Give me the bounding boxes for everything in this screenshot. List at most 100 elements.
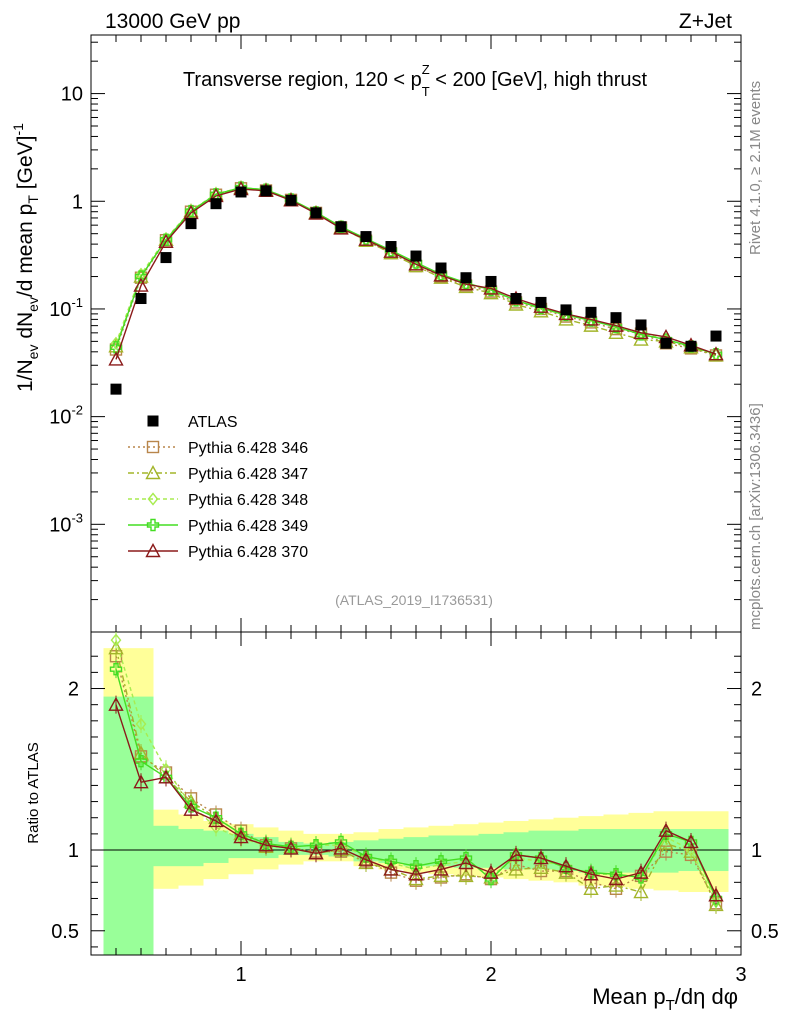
y-tick-label: 10 [61,84,83,106]
ratio-tick-label: 2 [68,679,79,701]
legend-label-3: Pythia 6.428 348 [188,492,308,509]
header-right: Z+Jet [679,10,732,33]
atlas-data-point [460,272,472,284]
series-line-5 [115,188,717,360]
ratio-5-point [233,829,249,844]
band-inner-bin [103,696,129,955]
series-5-point [583,311,599,326]
legend-marker-4 [146,518,160,532]
ratio-2-point [633,884,649,899]
atlas-data-point [110,383,122,395]
ratio-axis-ticks: 0.5 0.5 1 1 2 2 1 2 3 [51,632,779,986]
ratio-5-point [308,845,324,860]
ratio-tick-label: 0.5 [51,921,79,943]
atlas-data-point [210,198,222,210]
ratio-y-axis-label: Ratio to ATLAS [25,742,42,843]
atlas-data-point [510,293,522,305]
ratio-5-point [333,840,349,855]
ratio-5-point [183,801,199,816]
ratio-5-point [533,850,549,865]
ratio-3-point [135,717,147,731]
series-5-point [433,267,449,282]
atlas-data-point [635,319,647,331]
ratio-5-point [358,851,374,866]
analysis-tag: (ATLAS_2019_I1736531) [335,592,493,608]
ratio-5-point [158,769,174,784]
ratio-4-point [334,835,348,849]
ratio-5-point [258,837,274,852]
atlas-data-point [535,296,547,308]
ratio-4-point [134,755,148,768]
y-tick-label: 10-3 [49,510,83,536]
atlas-data-point [360,231,372,243]
legend-marker-2 [145,465,161,480]
ratio-4-point [209,811,223,824]
x-tick-label: 2 [485,964,496,986]
ratio-3-point [110,633,122,647]
ratio-tick-label-right: 2 [751,679,762,701]
ratio-3-point [210,820,222,835]
ratio-tick-label-right: 0.5 [751,921,779,943]
ratio-4-point [184,800,198,813]
legend: ATLAS Pythia 6.428 346 Pythia 6.428 347 Pyt… [128,414,308,561]
main-axis-ticks: 10-3 10-2 10-1 1 10 [49,35,742,632]
atlas-data-point [160,252,172,264]
series-line-4 [115,186,717,355]
atlas-data-point [685,340,697,352]
series-5-point [633,324,649,340]
y-tick-label: 10-2 [49,403,83,429]
atlas-data-point [560,304,572,316]
y-tick-label: 10-1 [49,295,83,321]
ratio-5-point [408,866,424,881]
ratio-5-point [133,774,149,789]
ratio-series-layer [108,632,724,914]
ratio-2-point [508,861,524,876]
x-axis-label: Mean pT/dη dφ [592,984,738,1014]
atlas-data-point [285,194,297,206]
ratio-5-point [708,887,724,902]
ratio-5-point [433,861,449,876]
series-5-point [608,317,624,332]
ratio-5-point [458,854,474,870]
series-4-point [634,328,648,341]
y-tick-label: 1 [72,191,83,213]
ratio-2-point [583,880,599,895]
ratio-2-point [408,871,424,886]
band-inner-bin [178,829,204,867]
atlas-data-point [235,186,247,198]
series-5-point [158,233,174,249]
legend-atlas-marker [147,415,159,427]
series-5-point [458,276,474,291]
ratio-5-point [283,840,299,855]
ratio-2-point [458,867,474,883]
x-tick-label: 1 [235,964,246,986]
atlas-data-point [310,207,322,219]
series-5-point [133,277,149,292]
band-inner-bin [478,833,504,868]
atlas-data-point [585,306,597,318]
legend-marker-5 [145,543,161,558]
chart-title: Transverse region, 120 < pTZ < 200 [GeV]… [183,62,648,99]
ratio-tick-label-right: 1 [751,840,762,862]
ratio-5-point [683,833,699,849]
legend-label-4: Pythia 6.428 349 [188,518,308,535]
atlas-data-point [610,312,622,324]
legend-marker-3 [147,492,159,506]
ratio-5-point [583,866,599,881]
main-series-layer [108,179,724,395]
ratio-5-point [208,812,224,828]
series-5-point [408,256,424,271]
ratio-5-point [633,864,649,879]
legend-label-5: Pythia 6.428 370 [188,544,308,561]
series-5-point [108,351,124,366]
atlas-data-point [710,330,722,342]
ratio-5-point [658,822,674,837]
series-5-point [708,346,724,361]
rivet-label: Rivet 4.1.0, ≥ 2.1M events [747,81,764,255]
series-3-point [110,336,122,350]
atlas-data-point [185,218,197,230]
ratio-5-point [483,864,499,879]
ratio-5-point [558,858,574,873]
mcplots-label: mcplots.cern.ch [arXiv:1306.3436] [747,403,764,630]
